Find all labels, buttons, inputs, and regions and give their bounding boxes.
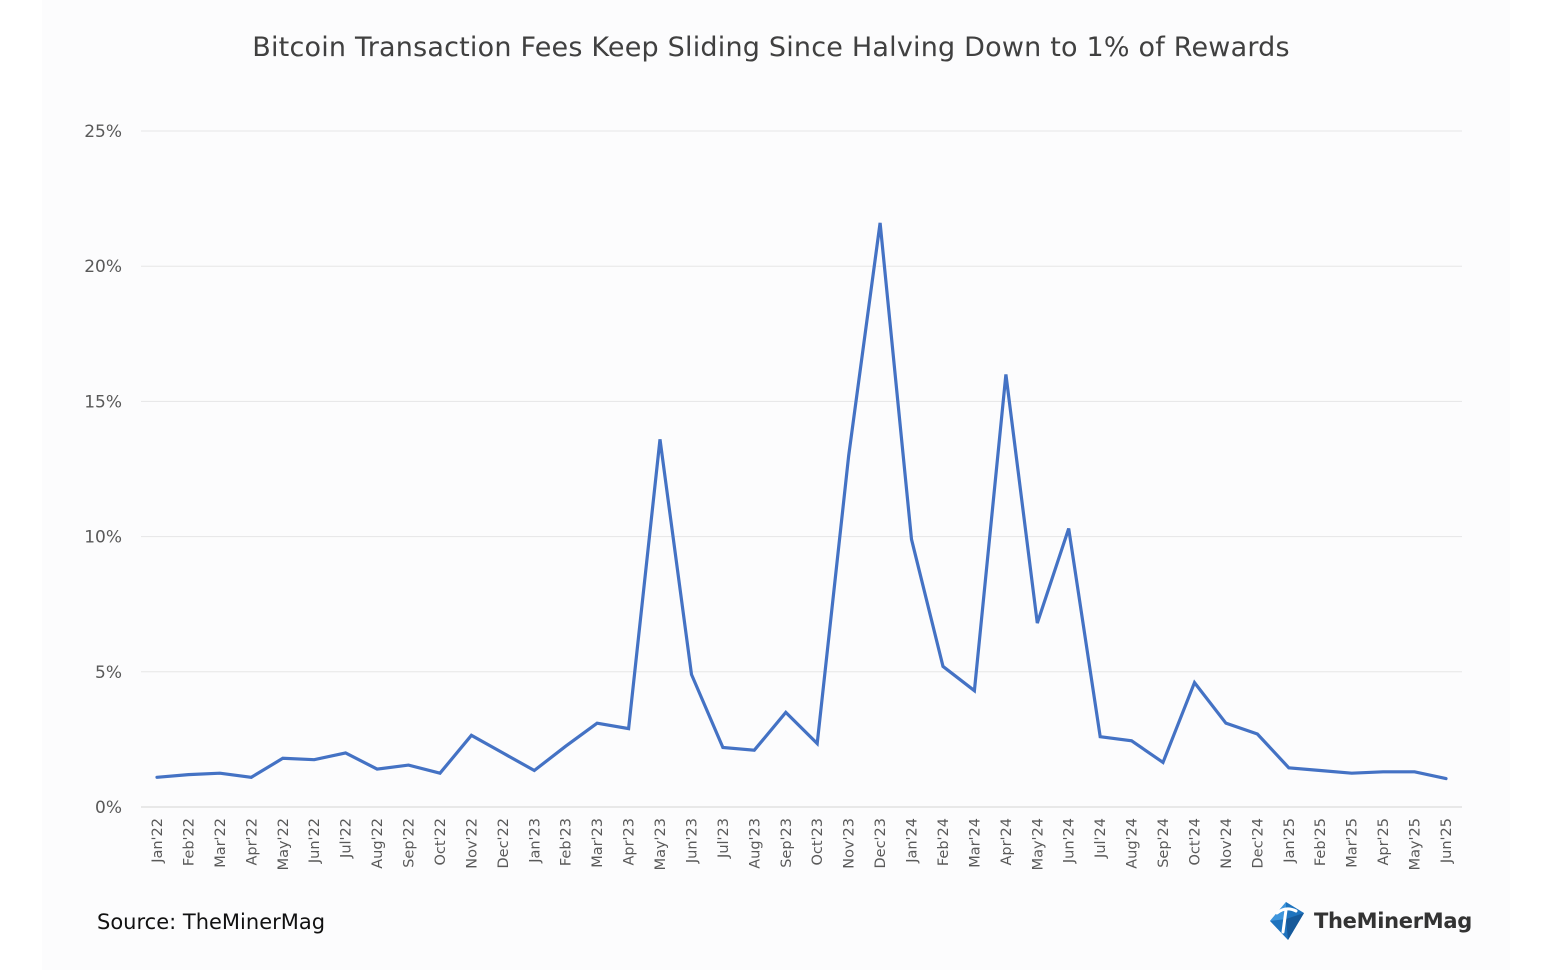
y-tick-label: 0% — [95, 798, 122, 818]
x-tick-label: Sep'22 — [402, 818, 418, 868]
chart-title: Bitcoin Transaction Fees Keep Sliding Si… — [252, 32, 1290, 63]
x-tick-label: Mar'24 — [967, 818, 983, 868]
x-tick-label: Feb'23 — [559, 818, 575, 866]
x-tick-label: Feb'25 — [1313, 818, 1329, 866]
x-tick-label: May'24 — [1030, 818, 1046, 870]
x-tick-label: Oct'22 — [433, 818, 449, 866]
x-tick-label: Jan'25 — [1282, 818, 1298, 864]
x-tick-label: Oct'23 — [810, 818, 826, 866]
x-tick-label: Apr'22 — [244, 818, 260, 866]
chart-panel — [42, 0, 1510, 970]
x-tick-label: Aug'23 — [747, 818, 763, 869]
series-line — [155, 222, 1448, 781]
x-tick-label: May'22 — [276, 818, 292, 870]
x-tick-label: Oct'24 — [1187, 818, 1203, 866]
brand-logo: TheMinerMag — [1264, 898, 1472, 944]
x-tick-label: May'25 — [1408, 818, 1424, 870]
x-tick-label: Aug'24 — [1125, 818, 1141, 869]
x-tick-label: Nov'24 — [1219, 818, 1235, 869]
x-tick-label: Mar'25 — [1345, 818, 1361, 868]
x-tick-label: Nov'22 — [464, 818, 480, 869]
x-tick-label: Jul'24 — [1093, 818, 1109, 859]
x-tick-label: Jan'23 — [527, 818, 543, 864]
x-tick-label: Feb'24 — [936, 818, 952, 866]
x-tick-label: Jul'22 — [339, 818, 355, 859]
x-tick-label: Mar'22 — [213, 818, 229, 868]
y-tick-label: 10% — [84, 528, 122, 548]
source-note: Source: TheMinerMag — [97, 910, 326, 934]
y-tick-label: 25% — [84, 122, 122, 142]
x-tick-label: Apr'23 — [622, 818, 638, 866]
x-tick-label: Sep'23 — [779, 818, 795, 868]
x-tick-label: Nov'23 — [842, 818, 858, 869]
x-tick-label: May'23 — [653, 818, 669, 870]
x-tick-label: Dec'24 — [1250, 818, 1266, 869]
x-tick-label: Dec'22 — [496, 818, 512, 869]
x-tick-label: Aug'22 — [370, 818, 386, 869]
x-tick-label: Jun'25 — [1439, 818, 1455, 864]
x-tick-label: Apr'25 — [1376, 818, 1392, 866]
x-tick-label: Sep'24 — [1156, 818, 1172, 868]
x-tick-label: Jun'24 — [1062, 818, 1078, 864]
x-tick-label: Apr'24 — [999, 818, 1015, 866]
x-tick-label: Jul'23 — [716, 818, 732, 859]
y-tick-label: 15% — [84, 392, 122, 412]
x-tick-label: Jan'24 — [905, 818, 921, 864]
x-tick-label: Jun'22 — [307, 818, 323, 864]
x-tick-label: Mar'23 — [590, 818, 606, 868]
y-tick-label: 5% — [95, 663, 122, 683]
pickaxe-logo-icon — [1270, 902, 1304, 940]
x-tick-label: Dec'23 — [873, 818, 889, 869]
y-tick-label: 20% — [84, 257, 122, 277]
x-tick-label: Feb'22 — [181, 818, 197, 866]
x-tick-label: Jan'22 — [150, 818, 166, 864]
brand-name: TheMinerMag — [1314, 909, 1472, 933]
x-tick-label: Jun'23 — [684, 818, 700, 864]
